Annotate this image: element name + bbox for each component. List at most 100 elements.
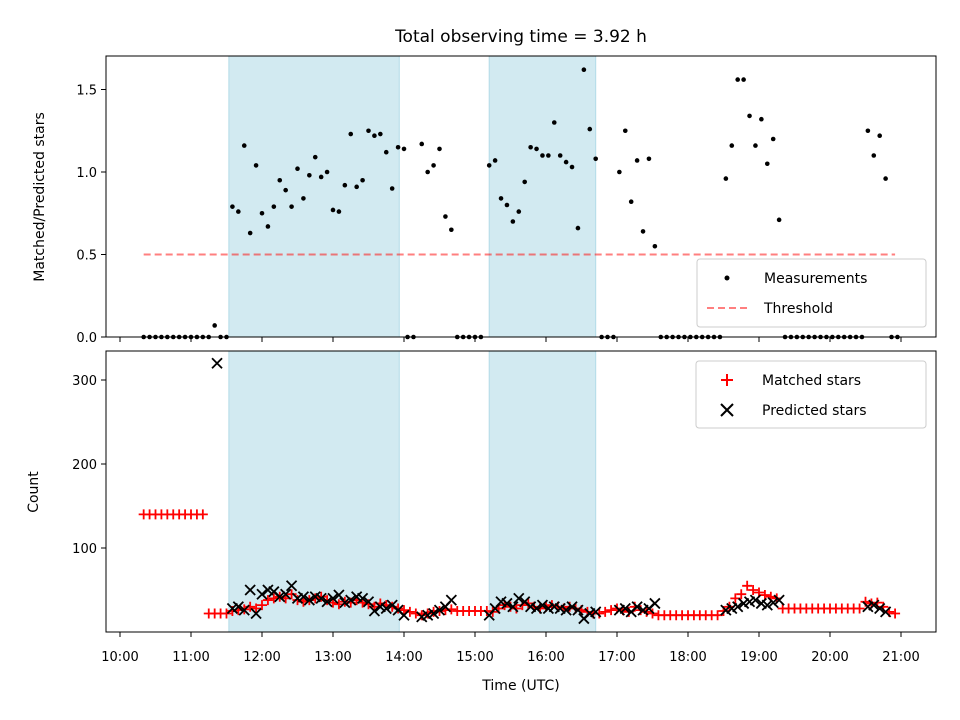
shaded-interval bbox=[228, 350, 400, 633]
measurement-point bbox=[289, 204, 294, 209]
measurement-point bbox=[593, 156, 598, 162]
predicted-star-point bbox=[303, 594, 315, 606]
measurement-point bbox=[563, 159, 569, 165]
legend-matched-marker bbox=[721, 374, 733, 386]
predicted-star-point bbox=[280, 588, 292, 600]
measurement-point bbox=[617, 169, 622, 175]
measurement-point bbox=[729, 143, 735, 148]
matched-star-point bbox=[854, 603, 865, 614]
bottom-y-axis-label: Count bbox=[26, 471, 42, 513]
bottom-panel: 10:00 11:00 12:00 13:00 14:00 15:00 16:00 17:00… bbox=[26, 350, 937, 694]
predicted-star-point bbox=[619, 602, 631, 615]
measurement-point bbox=[646, 156, 652, 162]
measurement-point bbox=[723, 176, 729, 181]
bottom-legend: Matched stars Predicted stars bbox=[695, 360, 927, 429]
measurement-point bbox=[622, 128, 628, 134]
measurement-point bbox=[342, 182, 348, 188]
measurement-point bbox=[425, 169, 430, 175]
x-tick-label: 20:00 bbox=[811, 650, 848, 665]
measurement-point bbox=[522, 179, 527, 185]
top-x-ticks bbox=[119, 337, 902, 342]
measurement-point bbox=[378, 131, 383, 137]
measurement-point bbox=[528, 144, 533, 150]
matched-star-point bbox=[399, 605, 409, 616]
predicted-star-point bbox=[333, 589, 345, 601]
predicted-star-point bbox=[868, 599, 880, 611]
matched-star-point bbox=[286, 589, 297, 600]
x-tick-label: 21:00 bbox=[882, 650, 919, 665]
x-tick-label: 11:00 bbox=[172, 650, 209, 665]
shaded-interval bbox=[488, 55, 597, 338]
bottom-axes-frame bbox=[105, 350, 937, 633]
x-tick-label: 16:00 bbox=[527, 650, 564, 665]
measurement-point bbox=[271, 204, 277, 209]
matched-star-point bbox=[197, 509, 208, 520]
measurement-point bbox=[401, 146, 407, 152]
predicted-star-point bbox=[398, 609, 410, 621]
measurement-point bbox=[865, 128, 871, 134]
top-legend-box bbox=[696, 258, 927, 328]
measurement-point bbox=[492, 158, 498, 163]
measurement-point bbox=[318, 174, 324, 180]
predicted-star-point bbox=[501, 597, 513, 610]
measurement-point bbox=[640, 229, 646, 234]
matched-star-point bbox=[748, 585, 759, 595]
predicted-star-point bbox=[380, 602, 392, 615]
predicted-star-point bbox=[315, 592, 327, 605]
measurement-point bbox=[395, 144, 401, 150]
predicted-star-point bbox=[368, 605, 381, 617]
measurement-point bbox=[735, 77, 740, 82]
measurement-point bbox=[877, 133, 882, 138]
predicted-star-point bbox=[649, 597, 661, 610]
bottom-y-tick-label: 100 bbox=[72, 542, 97, 557]
predicted-star-point bbox=[244, 584, 256, 596]
measurement-point bbox=[212, 323, 217, 328]
matched-star-point bbox=[316, 591, 327, 602]
matched-star-point bbox=[600, 606, 611, 617]
measurement-point bbox=[634, 158, 640, 163]
x-tick-label: 17:00 bbox=[598, 650, 635, 665]
measurement-point bbox=[871, 153, 877, 158]
matched-star-point bbox=[742, 580, 753, 591]
measurement-point bbox=[431, 163, 436, 168]
predicted-star-point bbox=[362, 596, 375, 608]
matched-star-point bbox=[511, 603, 522, 614]
predicted-star-point bbox=[285, 580, 298, 592]
measurement-point bbox=[498, 196, 504, 201]
predicted-star-point bbox=[767, 596, 779, 609]
predicted-star-point bbox=[566, 601, 578, 613]
measurement-point bbox=[575, 225, 581, 231]
measurement-point bbox=[307, 173, 312, 178]
predicted-star-point bbox=[507, 601, 519, 613]
measurement-point bbox=[759, 116, 764, 122]
measurement-point bbox=[354, 184, 359, 190]
predicted-star-point bbox=[530, 602, 543, 615]
measurement-point bbox=[277, 177, 283, 183]
measurement-point bbox=[389, 186, 395, 191]
x-tick-label: 13:00 bbox=[314, 650, 351, 665]
bottom-y-tick-label: 300 bbox=[72, 374, 97, 389]
matched-star-point bbox=[257, 600, 267, 611]
bottom-y-ticks: 100 200 300 bbox=[72, 374, 106, 557]
top-y-tick-label: 0.0 bbox=[76, 331, 97, 346]
top-legend: Measurements Threshold bbox=[696, 258, 927, 328]
bottom-x-ticks: 10:00 11:00 12:00 13:00 14:00 15:00 16:00 17:00… bbox=[101, 632, 920, 665]
matched-star-point bbox=[251, 603, 262, 614]
matched-star-point bbox=[606, 605, 617, 616]
shaded-interval bbox=[228, 55, 400, 338]
predicted-star-point bbox=[433, 604, 446, 616]
measurement-point bbox=[419, 141, 425, 147]
measurement-point bbox=[247, 230, 253, 236]
predicted-star-point bbox=[345, 594, 357, 606]
predicted-star-point bbox=[356, 592, 369, 605]
measurement-point bbox=[236, 209, 241, 214]
top-panel: 0.0 0.5 1.0 1.5 Matched/Predicted stars Mea… bbox=[32, 55, 937, 346]
predicted-stars-points bbox=[211, 357, 892, 625]
measurement-point bbox=[265, 224, 271, 229]
predicted-star-point bbox=[560, 604, 572, 616]
top-y-ticks: 0.0 0.5 1.0 1.5 bbox=[76, 84, 106, 346]
predicted-star-point bbox=[513, 592, 525, 605]
measurement-point bbox=[747, 113, 752, 119]
measurement-point bbox=[557, 153, 563, 158]
measurement-point bbox=[443, 214, 448, 219]
